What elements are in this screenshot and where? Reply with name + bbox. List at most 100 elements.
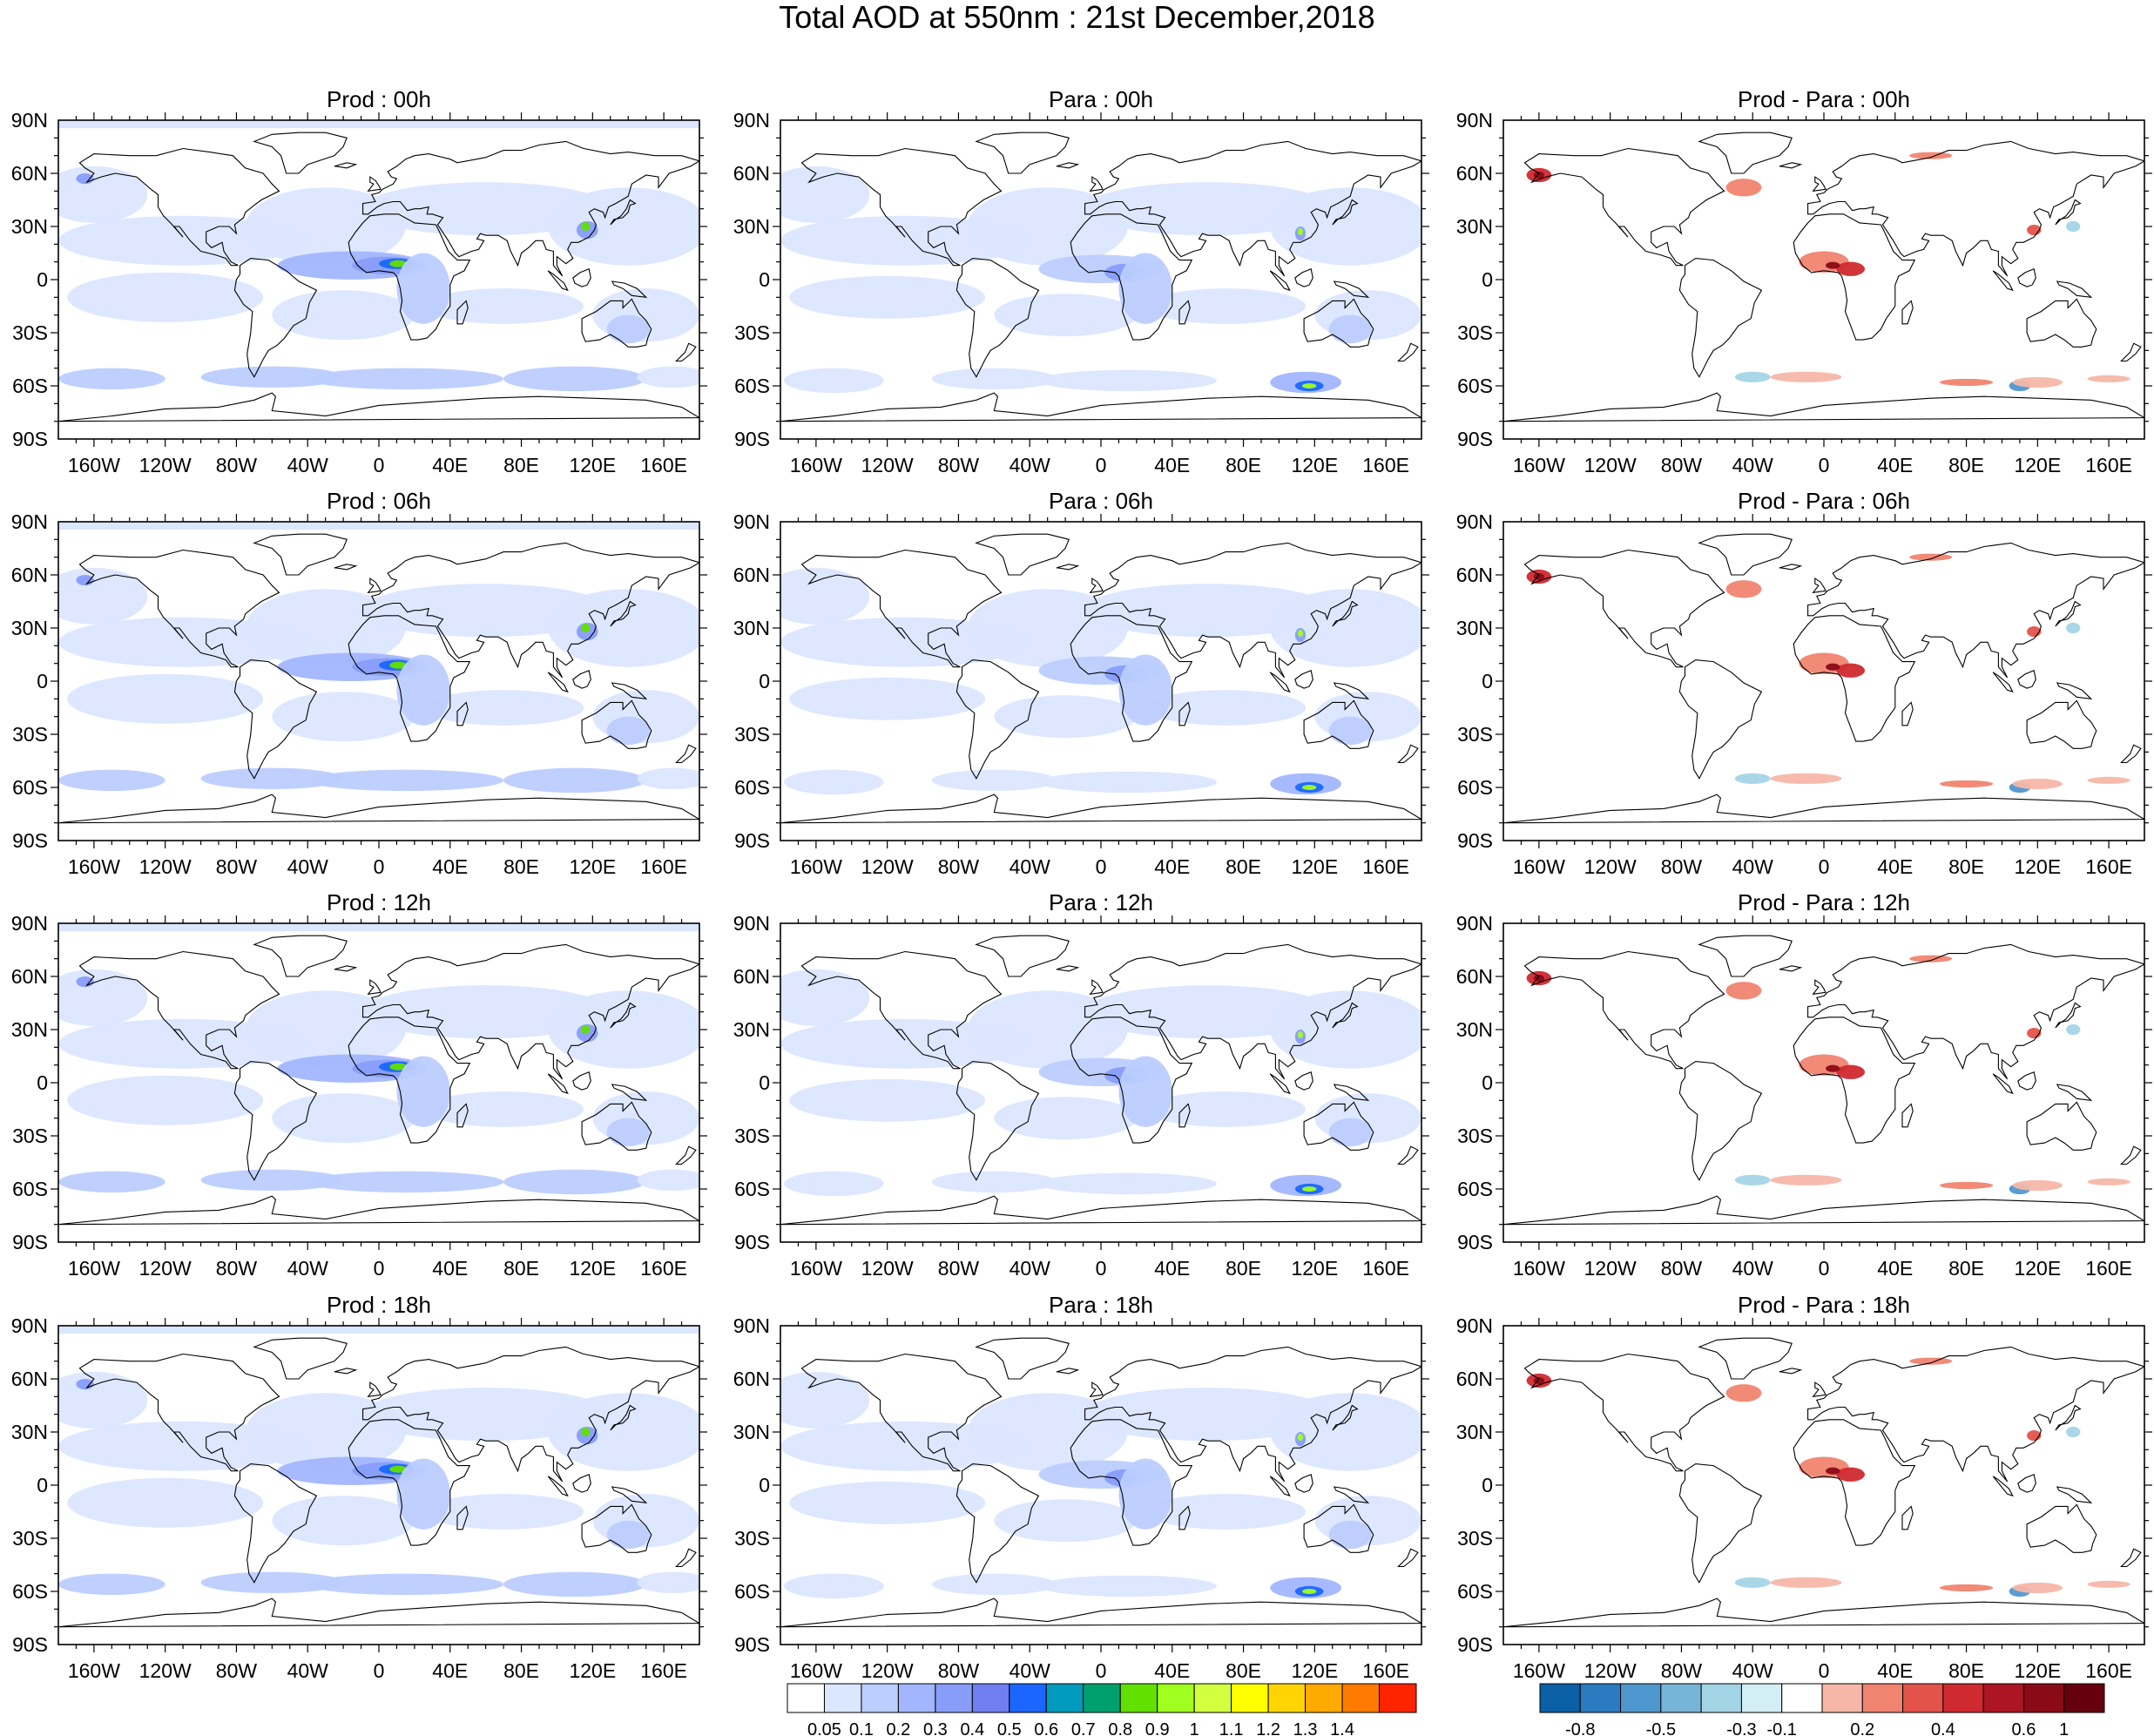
colorbar-box [787,1683,825,1713]
lat-label: 90N [733,109,770,132]
aod-region [548,1393,699,1471]
aod-region [994,1097,1137,1140]
aod-region [272,1093,415,1144]
aod-region [548,589,699,667]
lat-label: 0 [1482,670,1493,692]
aod-region [994,294,1137,337]
coastlines [780,533,1421,824]
coastline [1178,1505,1191,1530]
tick-marks [51,514,707,848]
aod-region [637,767,699,790]
lon-label: 120E [2014,855,2061,878]
colorbar-box [1861,1683,1904,1713]
aod-region [58,1171,165,1193]
coastlines [58,132,699,422]
lon-label: 160E [1362,855,1409,878]
tick-marks [51,1318,707,1652]
aod-region [2087,1178,2130,1185]
coastline [955,1061,1040,1181]
lat-label: 30S [12,1527,48,1550]
coastline [253,1337,348,1380]
lon-label: 40E [1877,454,1913,476]
lat-label: 90S [1457,428,1493,450]
aod-region [1770,1174,1842,1185]
lon-label: 160W [68,454,120,476]
lon-label: 40W [1732,1659,1774,1682]
coastline [1084,943,1421,1080]
aod-region [780,1018,1030,1069]
coastline [1678,659,1763,780]
lon-label: 80W [1661,1659,1703,1682]
coastline [1779,564,1803,571]
coastline [800,549,1003,668]
colorbar-box [1193,1683,1232,1713]
map-panel: Prod - Para : 06h 90N 60N 30N 0 30S 60S 90S 160W… [1456,488,2152,878]
coastline [780,1598,1421,1628]
aod-region [58,215,308,266]
aod-region [389,260,408,267]
colorbar-label: 0.7 [1071,1720,1096,1736]
lat-label: 30N [733,617,770,639]
lat-label: 0 [37,670,48,692]
aod-region [1302,1588,1317,1595]
aod-region [581,1427,591,1437]
colorbar-box [1700,1683,1742,1713]
lat-label: 60N [1456,1368,1493,1390]
map-background [1503,522,2144,841]
aod-region [1826,1467,1840,1475]
lat-label: 0 [37,268,48,291]
aod-region [2087,375,2130,382]
lon-label: 40W [287,454,329,476]
lat-label: 0 [759,1071,770,1094]
map-panel: Prod : 18h 90N 60N 30N 0 30S 60S 90S 160W 120W 80W… [11,1292,707,1682]
lat-label: 90S [734,1633,770,1656]
aod-region [1118,253,1172,324]
lat-label: 0 [759,1474,770,1496]
tick-marks [773,514,1429,848]
aod-region [2066,220,2081,233]
coastline [780,794,1421,824]
aod-region [389,1465,408,1473]
lon-label: 40W [1009,1257,1051,1280]
aod-region [1302,382,1317,389]
aod-field [58,923,699,1195]
lon-label: 160E [640,454,687,476]
colorbar-label: -0.3 [1726,1720,1756,1736]
aod-region [780,1371,870,1429]
lon-label: 0 [374,1257,385,1280]
lon-label: 0 [1819,454,1830,476]
lat-label: 30S [734,1527,770,1550]
colorbar-box [1305,1683,1343,1713]
aod-region [1909,955,1953,963]
coastline [367,176,382,193]
lon-label: 80W [216,855,258,878]
aod-region [1734,1577,1771,1588]
lon-label: 80W [216,1257,258,1280]
lon-label: 0 [1096,855,1107,878]
map-panel: Para : 12h 90N 60N 30N 0 30S 60S 90S 160W 120W 80W… [733,889,1429,1280]
aod-region [789,1078,986,1122]
aod-region [1270,187,1421,266]
panel-title: Prod - Para : 00h [1738,86,1910,112]
lat-label: 30S [1457,321,1493,344]
coastline [58,392,699,422]
coastline [1807,140,2144,277]
lon-label: 40E [1877,1659,1913,1682]
coastline [1397,342,1419,362]
coastline [1678,258,1763,378]
colorbar-label: 0.1 [849,1720,874,1736]
lon-label: 160W [1513,1257,1565,1280]
lat-label: 60S [12,375,48,397]
coastline [362,140,699,277]
lon-label: 120W [1584,1659,1637,1682]
coastline [2120,1145,2142,1165]
aod-region [1038,771,1217,794]
coastline [780,392,1421,422]
lon-label: 80E [503,454,539,476]
lat-label: 30N [1456,215,1493,238]
aod-field [1526,553,2130,794]
aod-region [1939,1181,1994,1189]
aod-region [2087,776,2130,784]
colorbar-label: -0.5 [1646,1720,1676,1736]
coastline [1084,542,1421,679]
